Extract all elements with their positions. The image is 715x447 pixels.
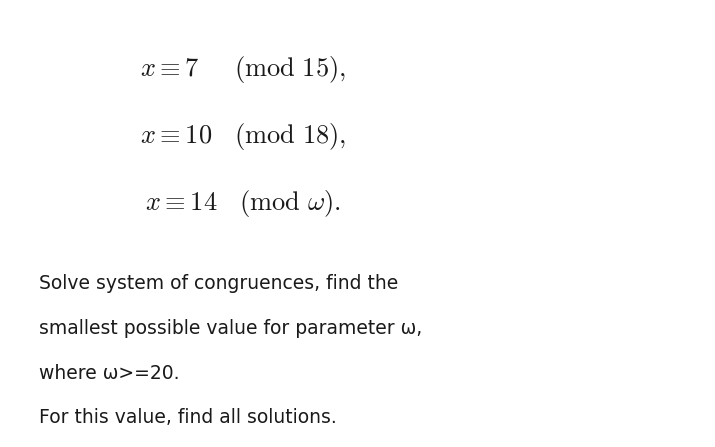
Text: $x \equiv 10 \quad (\mathrm{mod}\ 18),$: $x \equiv 10 \quad (\mathrm{mod}\ 18),$ — [140, 121, 346, 152]
Text: where ω>=20.: where ω>=20. — [39, 364, 180, 383]
Text: smallest possible value for parameter ω,: smallest possible value for parameter ω, — [39, 319, 423, 338]
Text: $x \equiv 7 \quad\;\; (\mathrm{mod}\ 15),$: $x \equiv 7 \quad\;\; (\mathrm{mod}\ 15)… — [140, 54, 346, 85]
Text: $x \equiv 14 \quad (\mathrm{mod}\ \omega).$: $x \equiv 14 \quad (\mathrm{mod}\ \omega… — [145, 188, 341, 219]
Text: For this value, find all solutions.: For this value, find all solutions. — [39, 409, 337, 427]
Text: Solve system of congruences, find the: Solve system of congruences, find the — [39, 274, 398, 293]
